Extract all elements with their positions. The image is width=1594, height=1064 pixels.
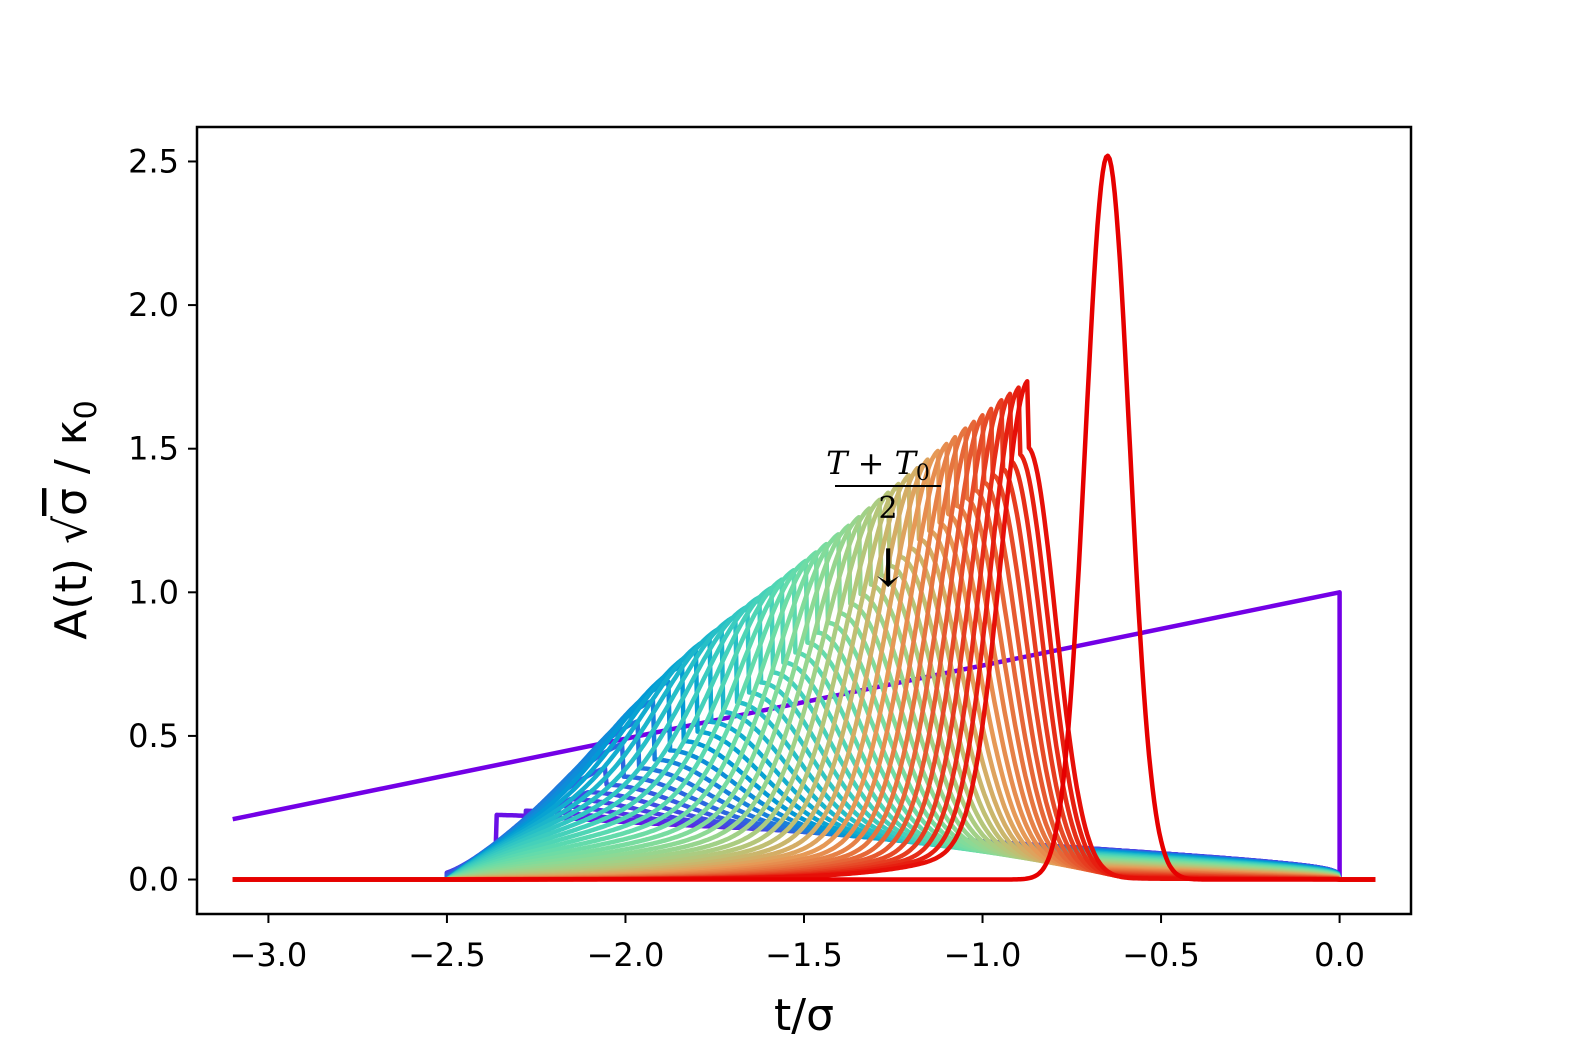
plot-frame xyxy=(195,125,1413,916)
series-line xyxy=(232,153,1376,882)
y-tick-label: 1.5 xyxy=(128,430,179,468)
y-label-sep: / κ xyxy=(46,419,97,488)
svg-text:A(t) √σ / κ0: A(t) √σ / κ0 xyxy=(46,400,104,639)
x-tick-label: −2.5 xyxy=(408,936,486,974)
x-tick-label: −0.5 xyxy=(1122,936,1200,974)
y-label-sub: 0 xyxy=(69,400,104,419)
annotation-denominator: 2 xyxy=(878,491,897,526)
y-tick-label: 1.0 xyxy=(128,573,179,611)
y-tick-label: 0.5 xyxy=(128,717,179,755)
series-line xyxy=(232,577,1376,882)
y-tick-label: 0.0 xyxy=(128,861,179,899)
y-axis: 0.0 0.5 1.0 1.5 2.0 2.5 xyxy=(128,142,197,899)
annotation-arrow: ↓ xyxy=(866,539,910,599)
x-tick-label: 0.0 xyxy=(1314,936,1365,974)
x-axis-label: t/σ xyxy=(774,990,834,1041)
y-label-sigma: σ xyxy=(46,488,97,516)
y-axis-label: A(t) √σ / κ0 xyxy=(46,400,104,639)
x-tick-label: −2.0 xyxy=(587,936,665,974)
annotation: T + T0 2 ↓ xyxy=(826,444,941,599)
x-tick-label: −1.5 xyxy=(765,936,843,974)
annotation-numerator: T + T0 xyxy=(826,444,930,486)
x-axis: −3.0 −2.5 −2.0 −1.5 −1.0 −0.5 0.0 xyxy=(230,914,1365,974)
y-tick-label: 2.0 xyxy=(128,286,179,324)
series-curves xyxy=(232,153,1376,882)
x-tick-label: −1.0 xyxy=(944,936,1022,974)
y-label-prefix: A(t) √ xyxy=(46,515,97,640)
series-line xyxy=(232,497,1376,882)
x-tick-label: −3.0 xyxy=(230,936,308,974)
y-tick-label: 2.5 xyxy=(128,142,179,180)
